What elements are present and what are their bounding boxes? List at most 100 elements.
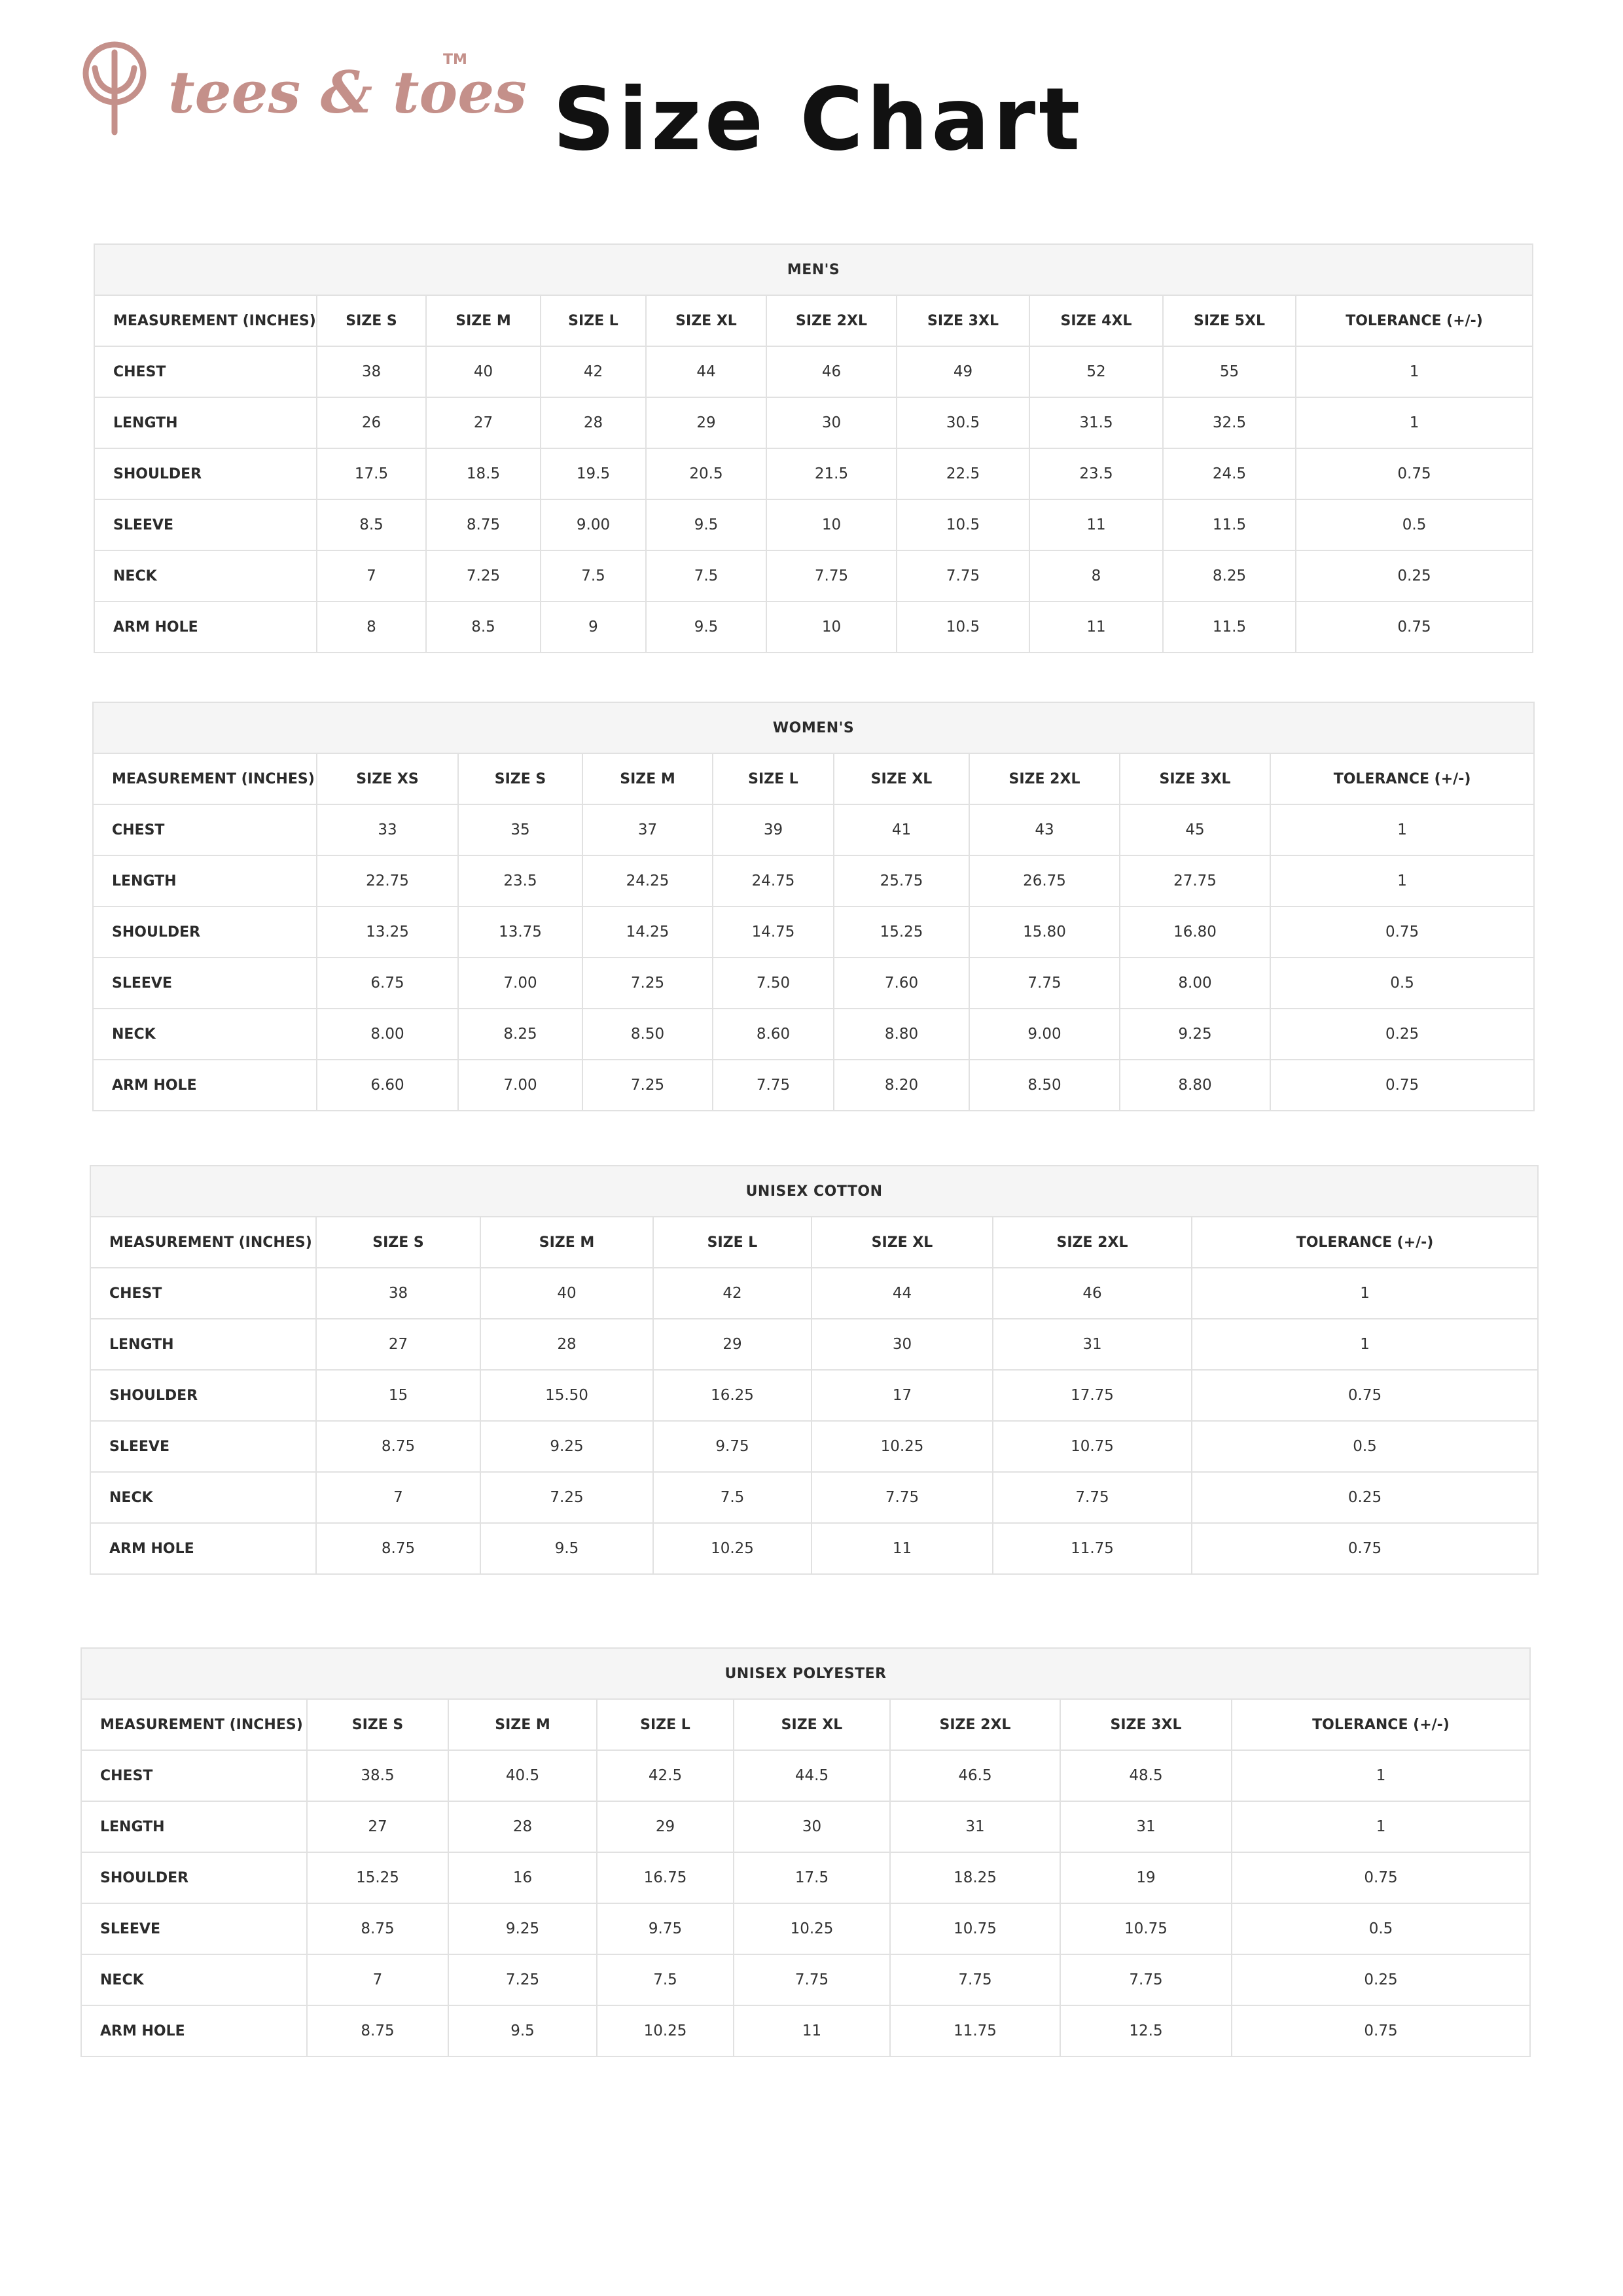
size-value-cell: 49 [896, 346, 1030, 398]
size-value-cell: 30.5 [896, 397, 1030, 449]
size-value-cell: 7.25 [448, 1954, 597, 2006]
size-value-cell: 7.25 [582, 1059, 713, 1111]
size-value-cell: 27.75 [1119, 855, 1271, 907]
size-value-cell: 7.5 [645, 550, 767, 602]
size-value-cell: 31.5 [1029, 397, 1164, 449]
column-header: SIZE 4XL [1029, 295, 1164, 347]
size-value-cell: 46 [766, 346, 897, 398]
column-header: MEASUREMENT (INCHES) [94, 295, 317, 347]
size-value-cell: 28 [540, 397, 647, 449]
size-value-cell: 48.5 [1060, 1749, 1232, 1802]
size-value-cell: 7.75 [766, 550, 897, 602]
measurement-label: NECK [90, 1471, 317, 1524]
size-value-cell: 41 [833, 804, 970, 856]
size-value-cell: 8.60 [712, 1008, 834, 1060]
table-row: LENGTH 27 28 29 30 31 1 [90, 1318, 1539, 1371]
size-value-cell: 7 [306, 1954, 449, 2006]
size-value-cell: 35 [457, 804, 583, 856]
measurement-label: CHEST [94, 346, 317, 398]
tees-and-toes-logo-icon: tees & toes TM [82, 41, 527, 135]
size-value-cell: 44 [645, 346, 767, 398]
size-value-cell: 17.5 [316, 448, 427, 500]
size-value-cell: 23.5 [1029, 448, 1164, 500]
column-header: SIZE XS [316, 753, 459, 805]
size-value-cell: 9.25 [1119, 1008, 1271, 1060]
table-row: ARM HOLE 8 8.5 9 9.5 10 10.5 11 11.5 0.75 [94, 601, 1534, 653]
size-value-cell: 27 [315, 1318, 481, 1371]
table-row: CHEST 38 40 42 44 46 49 52 55 1 [94, 346, 1534, 398]
size-value-cell: 40 [425, 346, 541, 398]
size-value-cell: 29 [645, 397, 767, 449]
size-value-cell: 15.25 [833, 906, 970, 958]
tolerance-cell: 0.25 [1269, 1008, 1535, 1060]
page-title: Size Chart [552, 69, 1084, 170]
table-row: SLEEVE 8.75 9.25 9.75 10.25 10.75 0.5 [90, 1420, 1539, 1473]
table-title: UNISEX COTTON [89, 1165, 1539, 1217]
size-value-cell: 42.5 [596, 1749, 734, 1802]
size-value-cell: 10.75 [889, 1903, 1061, 1955]
size-value-cell: 13.75 [457, 906, 583, 958]
size-value-cell: 16.25 [652, 1369, 812, 1422]
size-value-cell: 42 [540, 346, 647, 398]
table-row: CHEST 38.5 40.5 42.5 44.5 46.5 48.5 1 [80, 1749, 1531, 1802]
size-value-cell: 9.5 [645, 601, 767, 653]
column-header: SIZE L [540, 295, 647, 347]
table-row: SHOULDER 17.5 18.5 19.5 20.5 21.5 22.5 23.5 24.5… [94, 448, 1534, 500]
column-header: SIZE S [315, 1216, 481, 1268]
measurement-label: SLEEVE [80, 1903, 308, 1955]
unisex-cotton-size-table: UNISEX COTTON MEASUREMENT (INCHES) SIZE … [89, 1165, 1539, 1575]
column-header: SIZE 5XL [1162, 295, 1296, 347]
table-row: SHOULDER 13.25 13.75 14.25 14.75 15.25 15.80 16… [92, 906, 1535, 958]
size-value-cell: 46.5 [889, 1749, 1061, 1802]
size-value-cell: 8.50 [969, 1059, 1120, 1111]
size-value-cell: 9.75 [652, 1420, 812, 1473]
column-header: SIZE S [457, 753, 583, 805]
size-value-cell: 52 [1029, 346, 1164, 398]
size-value-cell: 18.5 [425, 448, 541, 500]
size-value-cell: 7.75 [1060, 1954, 1232, 2006]
size-value-cell: 7 [315, 1471, 481, 1524]
table-row: ARM HOLE 8.75 9.5 10.25 11 11.75 0.75 [90, 1522, 1539, 1575]
size-value-cell: 9.00 [969, 1008, 1120, 1060]
column-header: SIZE 3XL [1060, 1698, 1232, 1751]
brand-logo: tees & toes TM [75, 39, 527, 137]
tolerance-cell: 1 [1269, 855, 1535, 907]
size-value-cell: 9 [540, 601, 647, 653]
column-header: SIZE 2XL [992, 1216, 1192, 1268]
size-value-cell: 8 [316, 601, 427, 653]
measurement-label: SLEEVE [92, 957, 317, 1009]
tolerance-cell: 0.25 [1230, 1954, 1531, 2006]
size-value-cell: 6.60 [316, 1059, 459, 1111]
measurement-label: CHEST [90, 1267, 317, 1319]
size-value-cell: 11.75 [992, 1522, 1192, 1575]
size-value-cell: 7.75 [896, 550, 1030, 602]
size-value-cell: 9.75 [596, 1903, 734, 1955]
table-row: NECK 7 7.25 7.5 7.75 7.75 0.25 [90, 1471, 1539, 1524]
column-header: SIZE XL [733, 1698, 891, 1751]
size-value-cell: 30 [811, 1318, 993, 1371]
measurement-label: SHOULDER [92, 906, 317, 958]
size-value-cell: 31 [1060, 1801, 1232, 1853]
measurement-label: LENGTH [94, 397, 317, 449]
size-value-cell: 30 [733, 1801, 891, 1853]
tolerance-cell: 0.5 [1230, 1903, 1531, 1955]
size-value-cell: 8.00 [1119, 957, 1271, 1009]
size-value-cell: 8.75 [306, 1903, 449, 1955]
size-value-cell: 55 [1162, 346, 1296, 398]
size-value-cell: 24.75 [712, 855, 834, 907]
size-value-cell: 7.75 [969, 957, 1120, 1009]
table-row: ARM HOLE 6.60 7.00 7.25 7.75 8.20 8.50 8.80 0.75 [92, 1059, 1535, 1111]
size-value-cell: 31 [889, 1801, 1061, 1853]
measurement-label: ARM HOLE [90, 1522, 317, 1575]
size-value-cell: 8.75 [315, 1522, 481, 1575]
size-value-cell: 10.75 [1060, 1903, 1232, 1955]
size-value-cell: 43 [969, 804, 1120, 856]
size-value-cell: 15.50 [480, 1369, 654, 1422]
column-header: SIZE S [316, 295, 427, 347]
size-value-cell: 8.25 [1162, 550, 1296, 602]
size-value-cell: 11 [811, 1522, 993, 1575]
column-header: SIZE L [596, 1698, 734, 1751]
size-value-cell: 40 [480, 1267, 654, 1319]
size-value-cell: 7.00 [457, 957, 583, 1009]
table-row: CHEST 33 35 37 39 41 43 45 1 [92, 804, 1535, 856]
